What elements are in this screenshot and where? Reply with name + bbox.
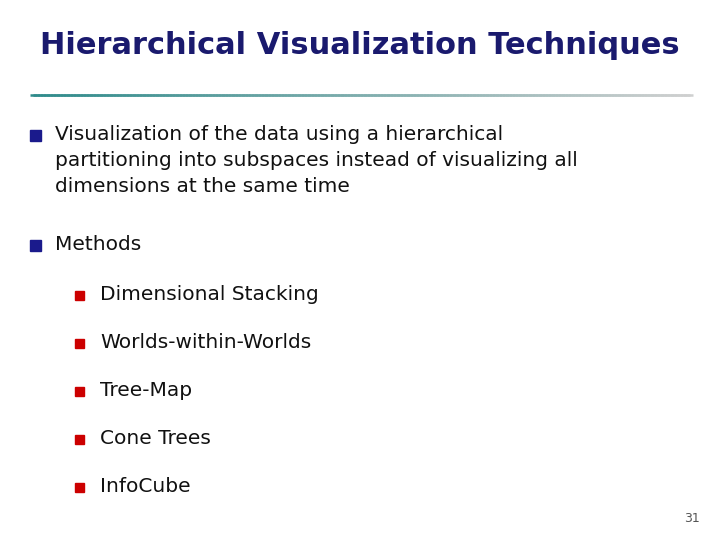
Text: Visualization of the data using a hierarchical: Visualization of the data using a hierar… bbox=[55, 125, 503, 145]
Text: Tree-Map: Tree-Map bbox=[100, 381, 192, 401]
Bar bbox=[75, 291, 84, 300]
Bar bbox=[75, 435, 84, 443]
Text: Dimensional Stacking: Dimensional Stacking bbox=[100, 286, 319, 305]
Text: dimensions at the same time: dimensions at the same time bbox=[55, 178, 350, 197]
Text: 31: 31 bbox=[684, 512, 700, 525]
Text: InfoCube: InfoCube bbox=[100, 477, 191, 496]
Bar bbox=[30, 240, 41, 251]
Text: Methods: Methods bbox=[55, 235, 141, 254]
Text: Worlds-within-Worlds: Worlds-within-Worlds bbox=[100, 334, 311, 353]
Text: Hierarchical Visualization Techniques: Hierarchical Visualization Techniques bbox=[40, 30, 680, 59]
Bar bbox=[30, 130, 41, 140]
Bar bbox=[75, 387, 84, 395]
Bar bbox=[75, 339, 84, 348]
Bar bbox=[75, 483, 84, 491]
Text: partitioning into subspaces instead of visualizing all: partitioning into subspaces instead of v… bbox=[55, 152, 577, 171]
Text: Cone Trees: Cone Trees bbox=[100, 429, 211, 449]
